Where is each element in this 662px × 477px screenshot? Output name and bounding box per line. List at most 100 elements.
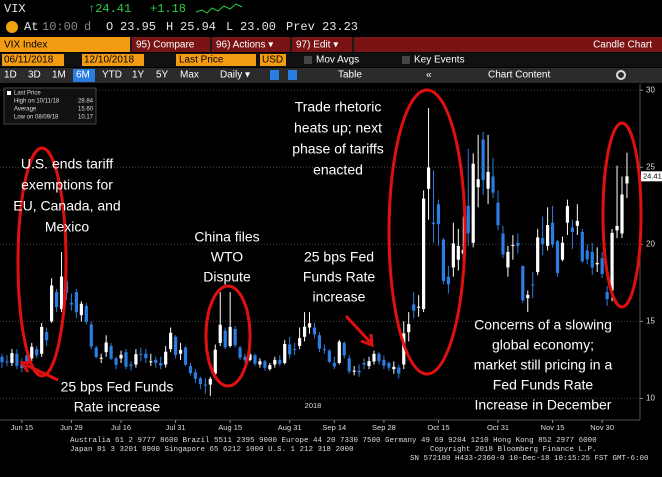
range-button[interactable]: 6M xyxy=(76,70,90,81)
range-button[interactable]: Max xyxy=(180,70,199,81)
legend-value: 28.84 xyxy=(78,99,94,105)
candle-body xyxy=(154,359,158,364)
start-date-box[interactable] xyxy=(2,54,64,66)
annotation-text: EU, Canada, and xyxy=(13,198,120,214)
candle-body xyxy=(45,332,49,341)
compare-tab[interactable] xyxy=(132,37,210,52)
candle-body xyxy=(89,324,93,347)
candle-body xyxy=(511,244,515,246)
candle-body xyxy=(456,245,460,260)
chart-style-icon[interactable] xyxy=(288,70,297,80)
period[interactable]: Daily ▾ xyxy=(220,70,250,81)
candle-body xyxy=(352,370,356,372)
candle-body xyxy=(149,361,153,363)
candle-body xyxy=(94,347,98,357)
range-button[interactable]: 3D xyxy=(28,70,41,81)
candle-body xyxy=(471,163,475,243)
chart-type-icon[interactable] xyxy=(270,70,279,80)
legend-value: 10.17 xyxy=(78,115,94,121)
security[interactable]: VIX Index xyxy=(4,40,47,51)
key-events-checkbox[interactable] xyxy=(402,56,410,64)
low-value: 23.00 xyxy=(240,20,276,34)
annotation-text: Dispute xyxy=(203,269,251,285)
annotation-text: exemptions for xyxy=(21,177,113,193)
candle-body xyxy=(203,384,207,386)
candle-body xyxy=(213,349,217,374)
annotation-text: 25 bps Fed Funds xyxy=(61,379,174,395)
currency[interactable]: USD xyxy=(262,55,283,66)
range-button[interactable]: 1Y xyxy=(132,70,145,81)
end-date[interactable]: 12/10/2018 xyxy=(84,55,134,66)
end-date-box[interactable] xyxy=(82,54,144,66)
chart-name-bg xyxy=(354,37,662,52)
currency-box[interactable] xyxy=(260,54,286,66)
candle-body xyxy=(446,276,450,285)
candle-body xyxy=(278,359,282,364)
candle-body xyxy=(451,243,455,268)
plot-area xyxy=(0,84,662,424)
arrow xyxy=(25,363,59,382)
actions-tab[interactable] xyxy=(212,37,290,52)
candle-body xyxy=(0,356,4,363)
candle-body xyxy=(491,176,495,193)
arrow xyxy=(344,314,372,344)
compare[interactable]: 95) Compare xyxy=(136,40,195,51)
x-tick-label: Jun 15 xyxy=(11,423,34,432)
x-tick-label: Nov 15 xyxy=(541,423,565,432)
chart-content[interactable]: Chart Content xyxy=(488,70,550,81)
legend-box xyxy=(3,87,97,125)
candle-body xyxy=(436,204,441,225)
candle-body xyxy=(367,361,371,367)
annotation-text: Fed Funds Rate xyxy=(493,377,594,393)
range-button[interactable]: 1M xyxy=(52,70,66,81)
candle-body xyxy=(332,362,336,367)
range-active[interactable] xyxy=(73,69,95,82)
candle-body xyxy=(288,344,292,355)
security-box[interactable] xyxy=(0,37,130,52)
candle-body xyxy=(10,353,14,363)
mov-avgs-checkbox[interactable] xyxy=(304,56,312,64)
edit[interactable]: 97) Edit ▾ xyxy=(296,40,338,51)
sparkline xyxy=(195,3,243,14)
collapse-icon[interactable]: « xyxy=(426,70,432,81)
annotation-text: China files xyxy=(194,229,259,245)
last-price-label: 24.41 xyxy=(643,171,662,180)
range-row-bg xyxy=(0,68,662,83)
candle-body xyxy=(302,326,307,337)
footer-line: Japan 81 3 3201 8900 Singapore 65 6212 1… xyxy=(70,446,354,454)
candle-body xyxy=(600,258,604,275)
settings-icon[interactable] xyxy=(616,70,626,80)
candle-body xyxy=(129,364,133,367)
candle-body xyxy=(441,239,446,281)
candle-body xyxy=(124,352,128,367)
range-button[interactable]: 1D xyxy=(4,70,17,81)
high-value: 25.94 xyxy=(180,20,216,34)
prev-label: Prev xyxy=(286,20,315,34)
field-box[interactable] xyxy=(176,54,256,66)
mov-avgs[interactable]: Mov Avgs xyxy=(316,55,359,66)
key-events[interactable]: Key Events xyxy=(414,55,465,66)
actions[interactable]: 96) Actions ▾ xyxy=(216,40,273,51)
annotation-text: Mexico xyxy=(45,219,90,235)
candle-body xyxy=(397,367,401,374)
range-button[interactable]: 5Y xyxy=(156,70,169,81)
legend-swatch xyxy=(7,91,11,95)
start-date[interactable]: 06/11/2018 xyxy=(4,55,54,66)
candle-body xyxy=(625,176,629,184)
edit-tab[interactable] xyxy=(292,37,352,52)
range-button[interactable]: YTD xyxy=(102,70,122,81)
prev-value: 23.23 xyxy=(322,20,358,34)
candle-body xyxy=(104,342,108,353)
net-change: +1.18 xyxy=(150,2,186,16)
candle-body xyxy=(620,194,624,234)
x-tick-label: Jun 29 xyxy=(60,423,83,432)
highlight-ellipse xyxy=(204,284,252,388)
candle-body xyxy=(546,225,550,246)
candle-body xyxy=(174,336,178,355)
candle-body xyxy=(273,359,277,365)
candle-body xyxy=(25,355,29,363)
time: 10:00 xyxy=(42,20,78,34)
field[interactable]: Last Price xyxy=(179,55,224,66)
candle-body xyxy=(426,167,431,189)
table[interactable]: Table xyxy=(338,70,362,81)
